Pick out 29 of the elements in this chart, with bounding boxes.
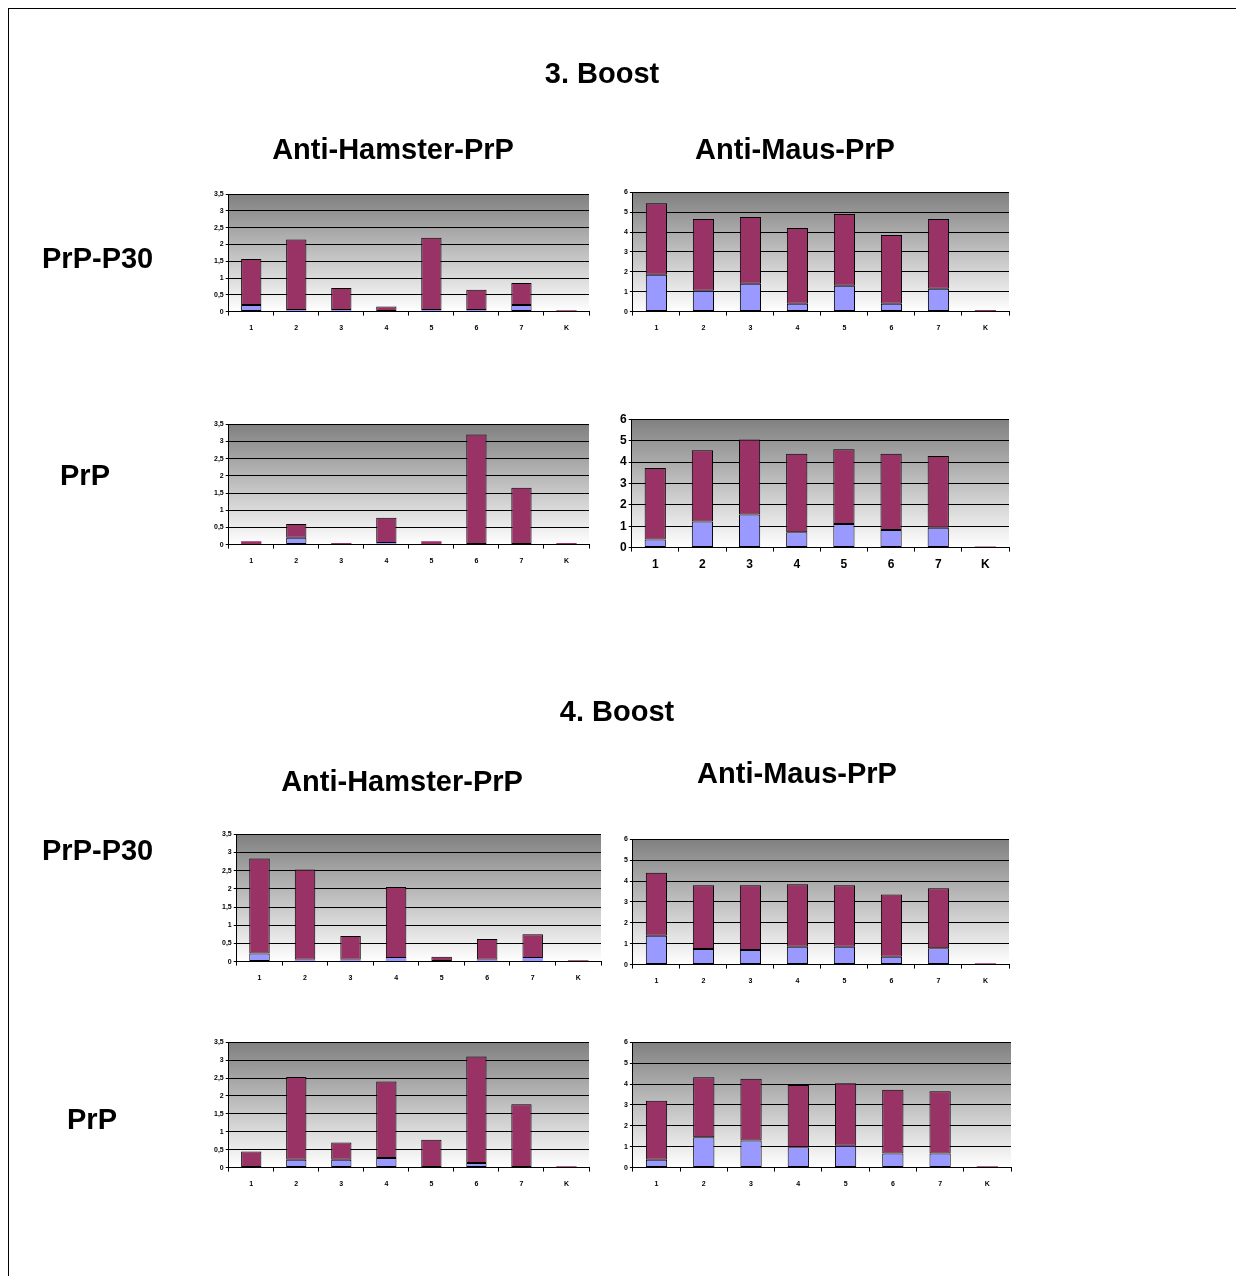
text: PrP-P30	[42, 833, 154, 867]
y-tick-label: 3	[619, 475, 627, 490]
chart-title: 3. Boost	[544, 56, 660, 90]
x-tick-label: 5	[840, 557, 848, 572]
x-tick-label: 1	[651, 557, 659, 572]
y-tick-label: 1	[619, 518, 627, 533]
x-tick-label: 4	[793, 557, 801, 572]
bar	[385, 957, 407, 962]
bar	[522, 957, 543, 962]
y-tick-label: 2	[619, 497, 627, 512]
y-tick-label: 5	[619, 432, 627, 447]
text: PrP	[60, 458, 110, 492]
y-tick-label: 0	[619, 539, 627, 554]
chart-subtitle: Anti-Maus-PrP	[695, 132, 895, 166]
y-tick-label: 4	[619, 454, 627, 469]
x-tick-label: K	[981, 557, 991, 572]
chart-subtitle: Anti-Hamster-PrP	[281, 764, 523, 798]
x-tick-label: 6	[887, 557, 895, 572]
x-tick-label: 7	[934, 557, 942, 572]
chart-subtitle: Anti-Hamster-PrP	[272, 132, 514, 166]
bar	[421, 541, 442, 545]
bar	[241, 541, 262, 545]
y-tick-label: 6	[619, 411, 627, 426]
x-tick-label: 3	[746, 557, 754, 572]
chart-subtitle: Anti-Maus-PrP	[697, 756, 897, 790]
x-tick-label: 2	[699, 557, 707, 572]
chart-title: 4. Boost	[559, 694, 675, 728]
text: PrP-P30	[42, 241, 154, 275]
text: PrP	[67, 1102, 117, 1136]
